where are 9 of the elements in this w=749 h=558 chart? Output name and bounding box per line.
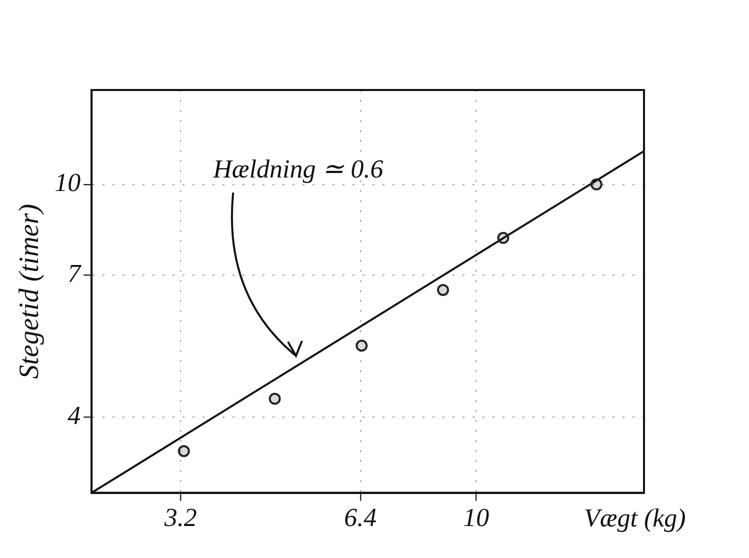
x-axis-title: Vægt (kg): [584, 504, 686, 533]
y-tick-label: 4: [68, 400, 81, 430]
annotation: Hældning ≃ 0.6: [212, 154, 384, 184]
x-tick-label: 3.2: [163, 503, 197, 532]
x-tick-label: 6.4: [344, 503, 377, 532]
y-axis-title: Stegetid (timer): [14, 204, 46, 379]
x-tick-label: 10: [463, 503, 490, 532]
y-tick-label: 7: [68, 258, 82, 288]
y-tick-label: 10: [54, 168, 81, 198]
